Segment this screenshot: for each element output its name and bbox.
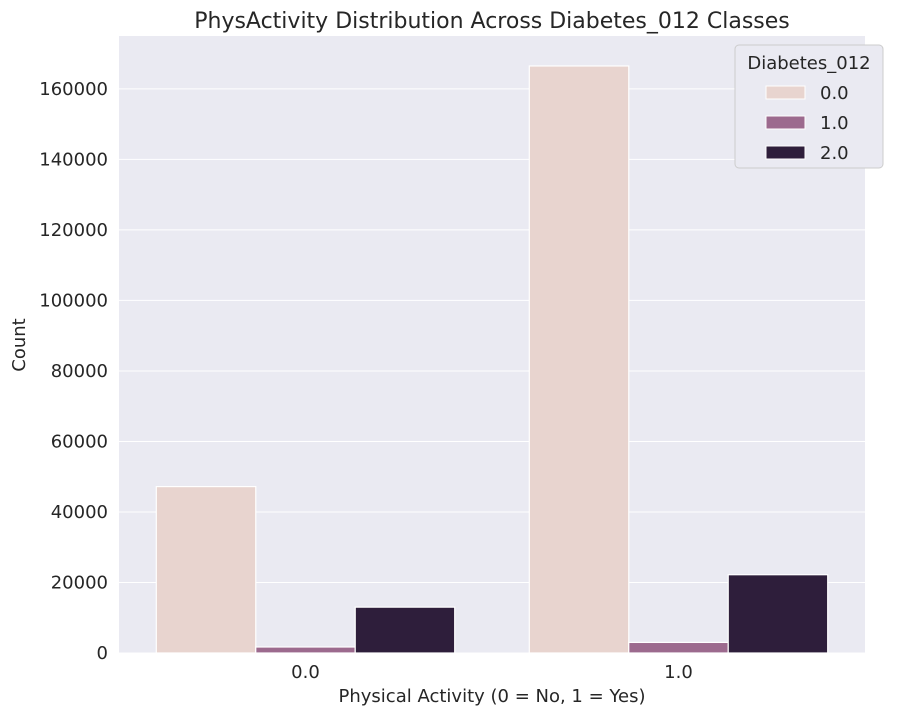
y-tick-label: 0 xyxy=(97,643,108,664)
y-tick-label: 20000 xyxy=(51,572,108,593)
bar xyxy=(255,646,356,654)
x-tick-label: 0.0 xyxy=(291,662,320,683)
x-tick-label: 1.0 xyxy=(664,662,693,683)
y-tick-label: 100000 xyxy=(39,290,108,311)
x-axis-label: Physical Activity (0 = No, 1 = Yes) xyxy=(339,686,646,707)
legend-swatch xyxy=(765,85,806,100)
y-tick-label: 140000 xyxy=(39,149,108,170)
chart-title: PhysActivity Distribution Across Diabete… xyxy=(194,9,790,34)
legend-label: 2.0 xyxy=(820,143,849,164)
y-tick-label: 60000 xyxy=(51,431,108,452)
bar xyxy=(155,485,257,654)
bar xyxy=(354,606,456,654)
x-ticks: 0.0 1.0 xyxy=(291,662,693,683)
bar xyxy=(628,641,729,654)
legend-label: 1.0 xyxy=(820,113,849,134)
legend-swatch xyxy=(765,115,806,130)
legend-title: Diabetes_012 xyxy=(747,53,870,74)
y-ticks: 0 20000 40000 60000 80000 100000 120000 140000 1… xyxy=(39,79,108,664)
bars xyxy=(155,65,829,654)
y-tick-label: 160000 xyxy=(39,79,108,100)
legend-items: 0.0 1.0 2.0 xyxy=(765,83,849,164)
legend: Diabetes_012 0.0 1.0 2.0 xyxy=(734,44,884,169)
bar xyxy=(727,574,829,654)
legend-swatch xyxy=(765,145,806,160)
legend-label: 0.0 xyxy=(820,83,849,104)
y-tick-label: 80000 xyxy=(51,361,108,382)
y-axis-label: Count xyxy=(9,318,30,371)
legend-box xyxy=(734,44,884,169)
y-tick-label: 40000 xyxy=(51,502,108,523)
bar xyxy=(528,65,630,654)
y-tick-label: 120000 xyxy=(39,220,108,241)
